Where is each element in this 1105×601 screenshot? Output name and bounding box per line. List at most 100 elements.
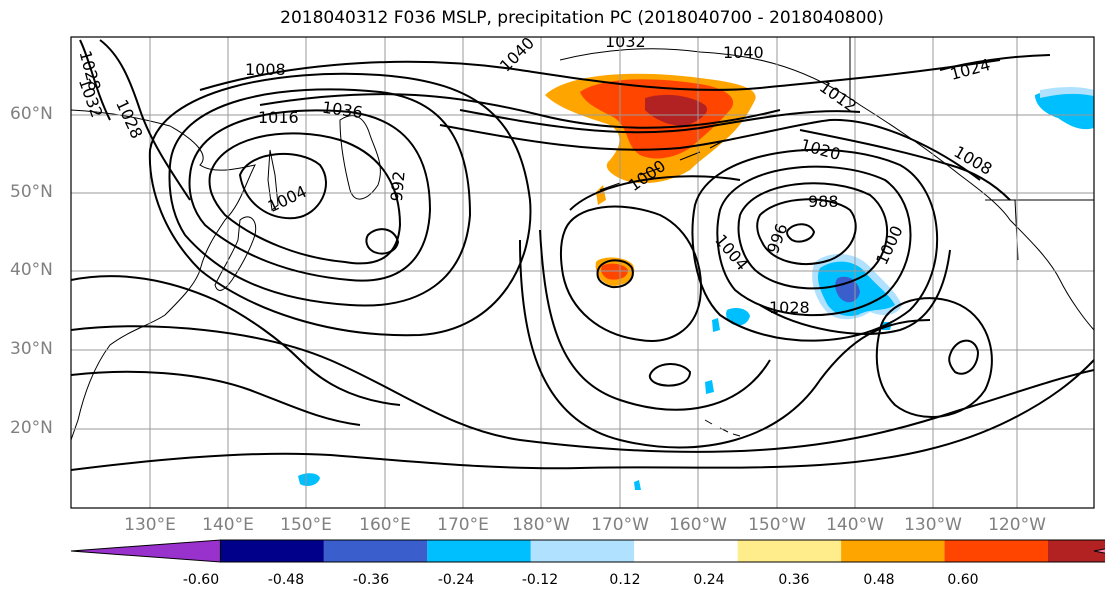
colorbar-tick-label: 0.24: [693, 572, 725, 588]
precip-low-blue: [835, 276, 860, 303]
colorbar-extension-high: [1093, 548, 1105, 554]
lon-label: 180°W: [512, 515, 570, 535]
contour-asian-1008: [188, 109, 432, 282]
colorbar-segment: [323, 540, 428, 562]
colorbar-tick-label: -0.12: [521, 572, 559, 588]
colorbar-tick-label: 0.60: [947, 572, 979, 588]
precip-bering-darkred: [645, 94, 708, 126]
lon-label: 140°E: [202, 515, 254, 535]
contour-south-wide: [71, 325, 1094, 453]
contour-label: 988: [808, 192, 839, 211]
mslp-contours: [71, 39, 1094, 471]
precip-blob-5: [634, 480, 641, 490]
contour-ne-1020: [799, 129, 1011, 201]
precip-blob-2: [712, 318, 720, 332]
contour-pacific-low-996: [716, 165, 912, 317]
precip-bering-red: [580, 79, 734, 159]
contour-north-1028: [99, 39, 191, 201]
contour-east-small: [948, 339, 980, 375]
precip-ne-cyan: [1035, 89, 1094, 130]
coastlines: [71, 37, 1094, 441]
lon-label: 140°W: [826, 515, 884, 535]
lat-label: 30°N: [10, 339, 53, 359]
contour-pacific-low-988: [737, 182, 889, 290]
colorbar: [70, 539, 1105, 563]
contour-north-band-2: [259, 93, 781, 129]
colorbar-segment: [530, 540, 635, 562]
contour-label: 1032: [605, 32, 646, 51]
precip-blob-1: [726, 308, 750, 326]
lon-label: 150°W: [748, 515, 806, 535]
contour-asian-1012: [168, 88, 472, 307]
lon-label: 160°E: [359, 515, 411, 535]
lat-label: 60°N: [10, 104, 53, 124]
colorbar-tick-label: 0.12: [609, 572, 641, 588]
contour-north-band-4: [459, 109, 861, 134]
lat-label: 50°N: [10, 182, 53, 202]
contour-pacific-low-992: [756, 198, 857, 265]
contour-north-band-3: [439, 118, 981, 181]
colorbar-tick-label: -0.36: [352, 572, 390, 588]
contour-asian-1004: [208, 132, 402, 265]
map-frame: [70, 36, 1095, 509]
map-title: 2018040312 F036 MSLP, precipitation PC (…: [280, 8, 884, 28]
contour-east-ring: [875, 297, 993, 418]
contour-south-1016: [519, 239, 931, 449]
contour-pacific-low-1000: [691, 148, 939, 342]
map-area: 1028 1032 1028 1008 1016 1036 1040 1032 …: [71, 32, 1094, 508]
contour-mid-1008: [559, 205, 702, 342]
lat-label: 40°N: [10, 260, 53, 280]
contour-north-band-1: [199, 59, 1001, 91]
contour-subtrop-high: [648, 363, 692, 387]
lon-label: 130°W: [904, 515, 962, 535]
gridlines: [71, 37, 1094, 508]
colorbar-tick-label: 0.48: [863, 572, 895, 588]
colorbar-segment: [737, 540, 842, 562]
lon-label: 150°E: [280, 515, 332, 535]
contour-ne-1040: [939, 54, 1051, 71]
contour-south-1012: [539, 229, 771, 411]
precip-blob-4: [705, 380, 714, 394]
aleutians: [599, 139, 726, 191]
lon-label: 160°W: [669, 515, 727, 535]
lon-label: 130°E: [124, 515, 176, 535]
contour-label: 992: [387, 170, 409, 202]
colorbar-segment: [427, 540, 531, 562]
contour-asian-low-1000: [238, 152, 327, 220]
colorbar-segment: [944, 540, 1048, 562]
colorbar-segment: [634, 540, 738, 562]
asia-coast: [71, 109, 256, 441]
colorbar-extension-low: [70, 539, 221, 563]
contour-south-wide-2: [71, 359, 1094, 471]
kamchatka: [339, 115, 381, 200]
colorbar-segment: [220, 540, 324, 562]
colorbar-tick-label: 0.36: [778, 572, 810, 588]
colorbar-segment: [841, 540, 945, 562]
contour-west-mid: [71, 275, 401, 406]
colorbar-tick-label: -0.24: [437, 572, 475, 588]
colorbar-frame: [219, 539, 1105, 563]
lon-label: 170°E: [437, 515, 489, 535]
contour-label: 1016: [258, 108, 299, 127]
contour-wide-1016: [148, 72, 532, 337]
colorbar-segment: [1048, 540, 1105, 562]
contour-label: 1008: [245, 60, 286, 79]
lon-label: 170°W: [591, 515, 649, 535]
japan: [214, 216, 257, 291]
sakhalin: [267, 149, 279, 211]
contour-west-mid-2: [71, 370, 361, 426]
contour-mid-small: [596, 259, 634, 289]
contour-label: 1028: [769, 298, 810, 317]
colorbar-tick-label: -0.60: [182, 572, 220, 588]
contour-pacific-1004: [569, 175, 951, 335]
alaska-coast: [559, 48, 1094, 331]
precip-blob-3: [298, 473, 320, 486]
precip-mid-red: [601, 263, 628, 280]
precip-ne-light: [1040, 87, 1094, 98]
colorbar-tick-label: -0.48: [267, 572, 305, 588]
contour-north-1032: [79, 39, 111, 121]
lon-label: 120°W: [988, 515, 1046, 535]
contour-label: 1040: [723, 43, 764, 62]
lat-label: 20°N: [10, 418, 53, 438]
